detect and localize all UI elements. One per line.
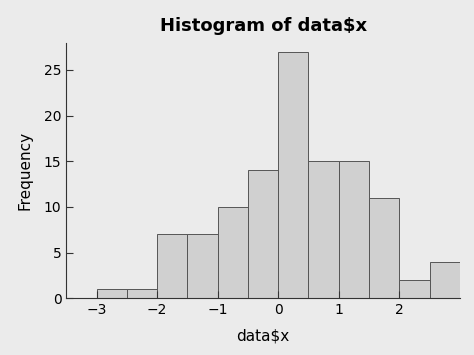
Title: Histogram of data$x: Histogram of data$x	[160, 17, 366, 36]
Bar	[127, 289, 157, 298]
Bar	[248, 170, 278, 298]
Bar	[429, 262, 460, 298]
Bar	[339, 161, 369, 298]
Bar	[278, 52, 309, 298]
Bar	[309, 161, 339, 298]
Bar	[157, 234, 187, 298]
Bar	[187, 234, 218, 298]
Bar	[399, 280, 429, 298]
X-axis label: data$x: data$x	[237, 328, 290, 343]
Y-axis label: Frequency: Frequency	[18, 131, 33, 210]
Bar	[218, 207, 248, 298]
Bar	[97, 289, 127, 298]
Bar	[369, 198, 399, 298]
